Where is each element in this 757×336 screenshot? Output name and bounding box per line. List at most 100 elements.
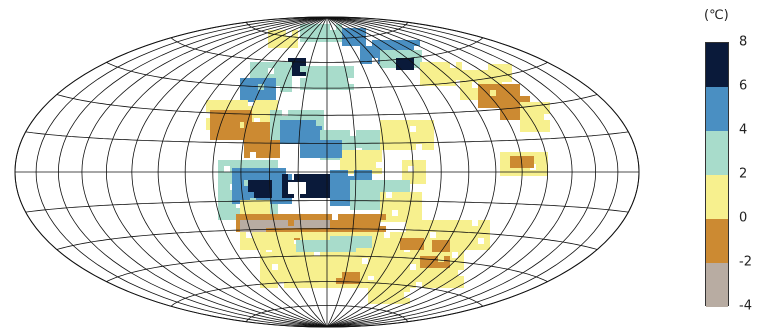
temperature-cell bbox=[386, 180, 392, 186]
temperature-cell bbox=[404, 126, 410, 132]
temperature-cell bbox=[408, 172, 414, 178]
temperature-cell bbox=[288, 188, 294, 194]
temperature-cell bbox=[298, 126, 304, 132]
temperature-cell bbox=[308, 214, 314, 220]
temperature-cell bbox=[294, 116, 300, 122]
temperature-cell bbox=[282, 220, 288, 226]
legend-swatch bbox=[706, 263, 728, 307]
temperature-cell bbox=[318, 192, 324, 198]
temperature-cell bbox=[370, 162, 376, 168]
temperature-cell bbox=[380, 144, 386, 150]
temperature-cell bbox=[438, 80, 444, 86]
temperature-cell bbox=[240, 220, 246, 226]
temperature-cell bbox=[280, 132, 286, 138]
temperature-cell bbox=[368, 220, 374, 226]
temperature-cell bbox=[356, 180, 362, 186]
temperature-cell bbox=[268, 74, 274, 80]
temperature-cell bbox=[398, 126, 404, 132]
temperature-cell bbox=[484, 102, 490, 108]
temperature-cell bbox=[336, 232, 342, 238]
temperature-cell bbox=[386, 144, 392, 150]
legend-swatch bbox=[706, 219, 728, 263]
temperature-cell bbox=[386, 258, 392, 264]
temperature-cell bbox=[240, 244, 246, 250]
temperature-cell bbox=[418, 232, 424, 238]
temperature-cell bbox=[320, 246, 326, 252]
temperature-cell bbox=[350, 220, 356, 226]
temperature-cell bbox=[484, 76, 490, 82]
temperature-cell bbox=[538, 114, 544, 120]
temperature-cell bbox=[274, 36, 280, 42]
temperature-cell bbox=[506, 114, 512, 120]
temperature-cell bbox=[336, 176, 342, 182]
temperature-cell bbox=[240, 238, 246, 244]
temperature-cell bbox=[242, 106, 248, 112]
temperature-cell bbox=[386, 280, 392, 286]
temperature-cell bbox=[538, 126, 544, 132]
temperature-cell bbox=[484, 96, 490, 102]
temperature-cell bbox=[336, 268, 342, 274]
temperature-cell bbox=[342, 182, 348, 188]
temperature-cell bbox=[460, 238, 466, 244]
temperature-cell bbox=[284, 282, 290, 288]
temperature-cell bbox=[426, 62, 432, 68]
temperature-cell bbox=[254, 160, 260, 166]
temperature-cell bbox=[244, 152, 250, 158]
temperature-cell bbox=[418, 220, 424, 226]
temperature-cell bbox=[260, 246, 266, 252]
temperature-cell bbox=[448, 244, 454, 250]
temperature-cell bbox=[298, 132, 304, 138]
temperature-cell bbox=[254, 112, 260, 118]
temperature-cell bbox=[312, 36, 318, 42]
temperature-cell bbox=[268, 62, 274, 68]
temperature-cell bbox=[360, 232, 366, 238]
temperature-cell bbox=[342, 236, 348, 242]
temperature-cell bbox=[278, 264, 284, 270]
temperature-cell bbox=[416, 264, 422, 270]
temperature-cell bbox=[356, 142, 362, 148]
temperature-cell bbox=[368, 292, 374, 298]
temperature-cell bbox=[274, 146, 280, 152]
temperature-cell bbox=[392, 264, 398, 270]
temperature-cell bbox=[250, 146, 256, 152]
temperature-cell bbox=[256, 74, 262, 80]
temperature-cell bbox=[350, 186, 356, 192]
temperature-cell bbox=[266, 228, 272, 234]
temperature-cell bbox=[278, 246, 284, 252]
legend-swatch bbox=[706, 87, 728, 131]
temperature-cell bbox=[224, 178, 230, 184]
temperature-cell bbox=[416, 204, 422, 210]
temperature-cell bbox=[346, 150, 352, 156]
temperature-cell bbox=[246, 90, 252, 96]
temperature-cell bbox=[438, 246, 444, 252]
temperature-cell bbox=[326, 282, 332, 288]
meridian-line bbox=[184, 16, 328, 328]
temperature-cell bbox=[326, 136, 332, 142]
temperature-cell bbox=[354, 28, 360, 34]
temperature-cell bbox=[402, 40, 408, 46]
temperature-cell bbox=[356, 192, 362, 198]
temperature-cell bbox=[216, 122, 222, 128]
temperature-cell bbox=[368, 186, 374, 192]
temperature-cell bbox=[414, 172, 420, 178]
temperature-cell bbox=[456, 68, 462, 74]
temperature-cell bbox=[410, 192, 416, 198]
temperature-cell bbox=[370, 150, 376, 156]
temperature-cell bbox=[330, 170, 336, 176]
temperature-cell bbox=[320, 228, 326, 234]
legend-tick-label: 2 bbox=[739, 166, 748, 182]
temperature-cell bbox=[404, 298, 410, 304]
temperature-cell bbox=[400, 238, 406, 244]
temperature-cell bbox=[362, 220, 368, 226]
temperature-cell bbox=[496, 96, 502, 102]
temperature-cell bbox=[526, 102, 532, 108]
legend-unit: (℃) bbox=[704, 8, 729, 23]
temperature-cell bbox=[380, 186, 386, 192]
temperature-cell bbox=[422, 126, 428, 132]
temperature-cell bbox=[344, 136, 350, 142]
temperature-cell bbox=[420, 166, 426, 172]
temperature-cell bbox=[342, 188, 348, 194]
temperature-cell bbox=[338, 282, 344, 288]
temperature-cell bbox=[440, 276, 446, 282]
temperature-cell bbox=[452, 264, 458, 270]
